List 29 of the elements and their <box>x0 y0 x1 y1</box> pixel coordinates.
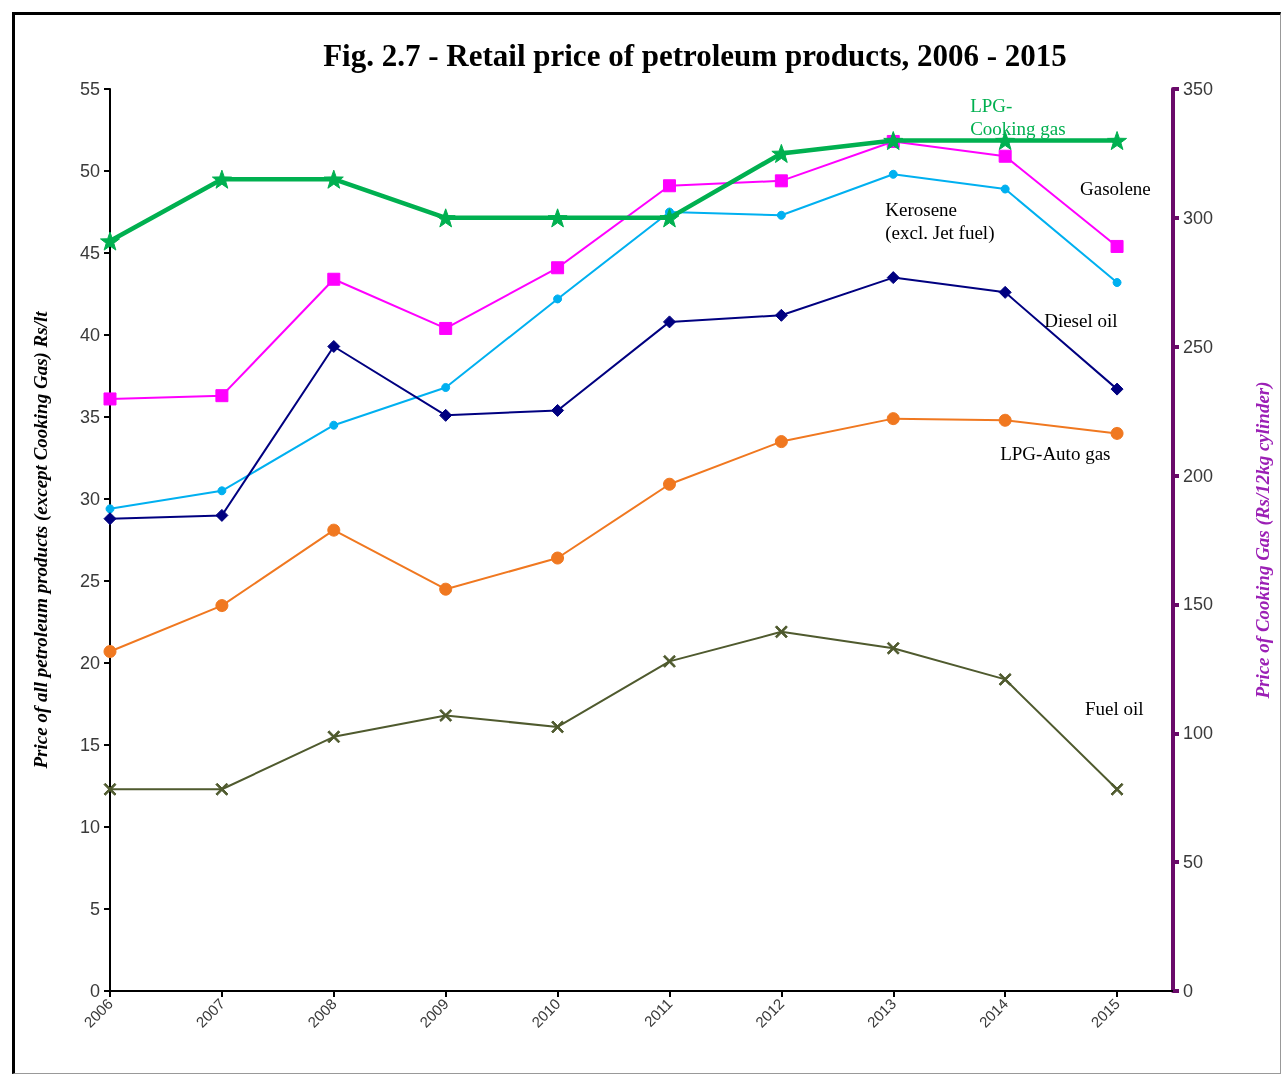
y2-tick-label: 350 <box>1183 79 1214 99</box>
y-tick-label: 50 <box>79 161 100 181</box>
y-tick-label: 15 <box>79 735 100 755</box>
y-tick-label: 10 <box>79 817 100 837</box>
y-tick-label: 35 <box>79 407 100 427</box>
y2-tick-label: 300 <box>1183 207 1214 228</box>
series-label: Gasolene <box>1080 178 1151 200</box>
series-label: Diesel oil <box>1044 310 1118 332</box>
y-tick-label: 0 <box>89 981 100 1001</box>
series-label: LPG-Cooking gas <box>970 94 1066 139</box>
y2-axis-title: Price of Cooking Gas (Rs/12kg cylinder) <box>1252 381 1274 700</box>
y-tick-label: 30 <box>79 489 100 509</box>
y2-tick-label: 100 <box>1183 723 1214 744</box>
series-label: Fuel oil <box>1085 698 1144 720</box>
y2-tick-label: 50 <box>1183 852 1204 873</box>
y2-tick-label: 250 <box>1183 336 1214 357</box>
chart-title: Fig. 2.7 - Retail price of petroleum products, 2006 - 2015 <box>323 38 1067 73</box>
y2-tick-label: 200 <box>1183 465 1214 486</box>
y-tick-label: 20 <box>79 653 100 673</box>
y-axis-title: Price of all petroleum products (except Cooking Gas) Rs/lt <box>30 310 52 770</box>
y2-tick-label: 0 <box>1183 981 1194 1001</box>
series-label: LPG-Auto gas <box>1000 443 1111 465</box>
y-tick-label: 45 <box>79 243 100 263</box>
series-label: Kerosene (excl. Jet fuel) <box>885 199 995 245</box>
y-tick-label: 5 <box>89 899 100 919</box>
y2-tick-label: 150 <box>1183 594 1214 615</box>
y-tick-label: 55 <box>79 79 100 99</box>
y-tick-label: 40 <box>79 325 100 345</box>
y-tick-label: 25 <box>79 571 100 591</box>
